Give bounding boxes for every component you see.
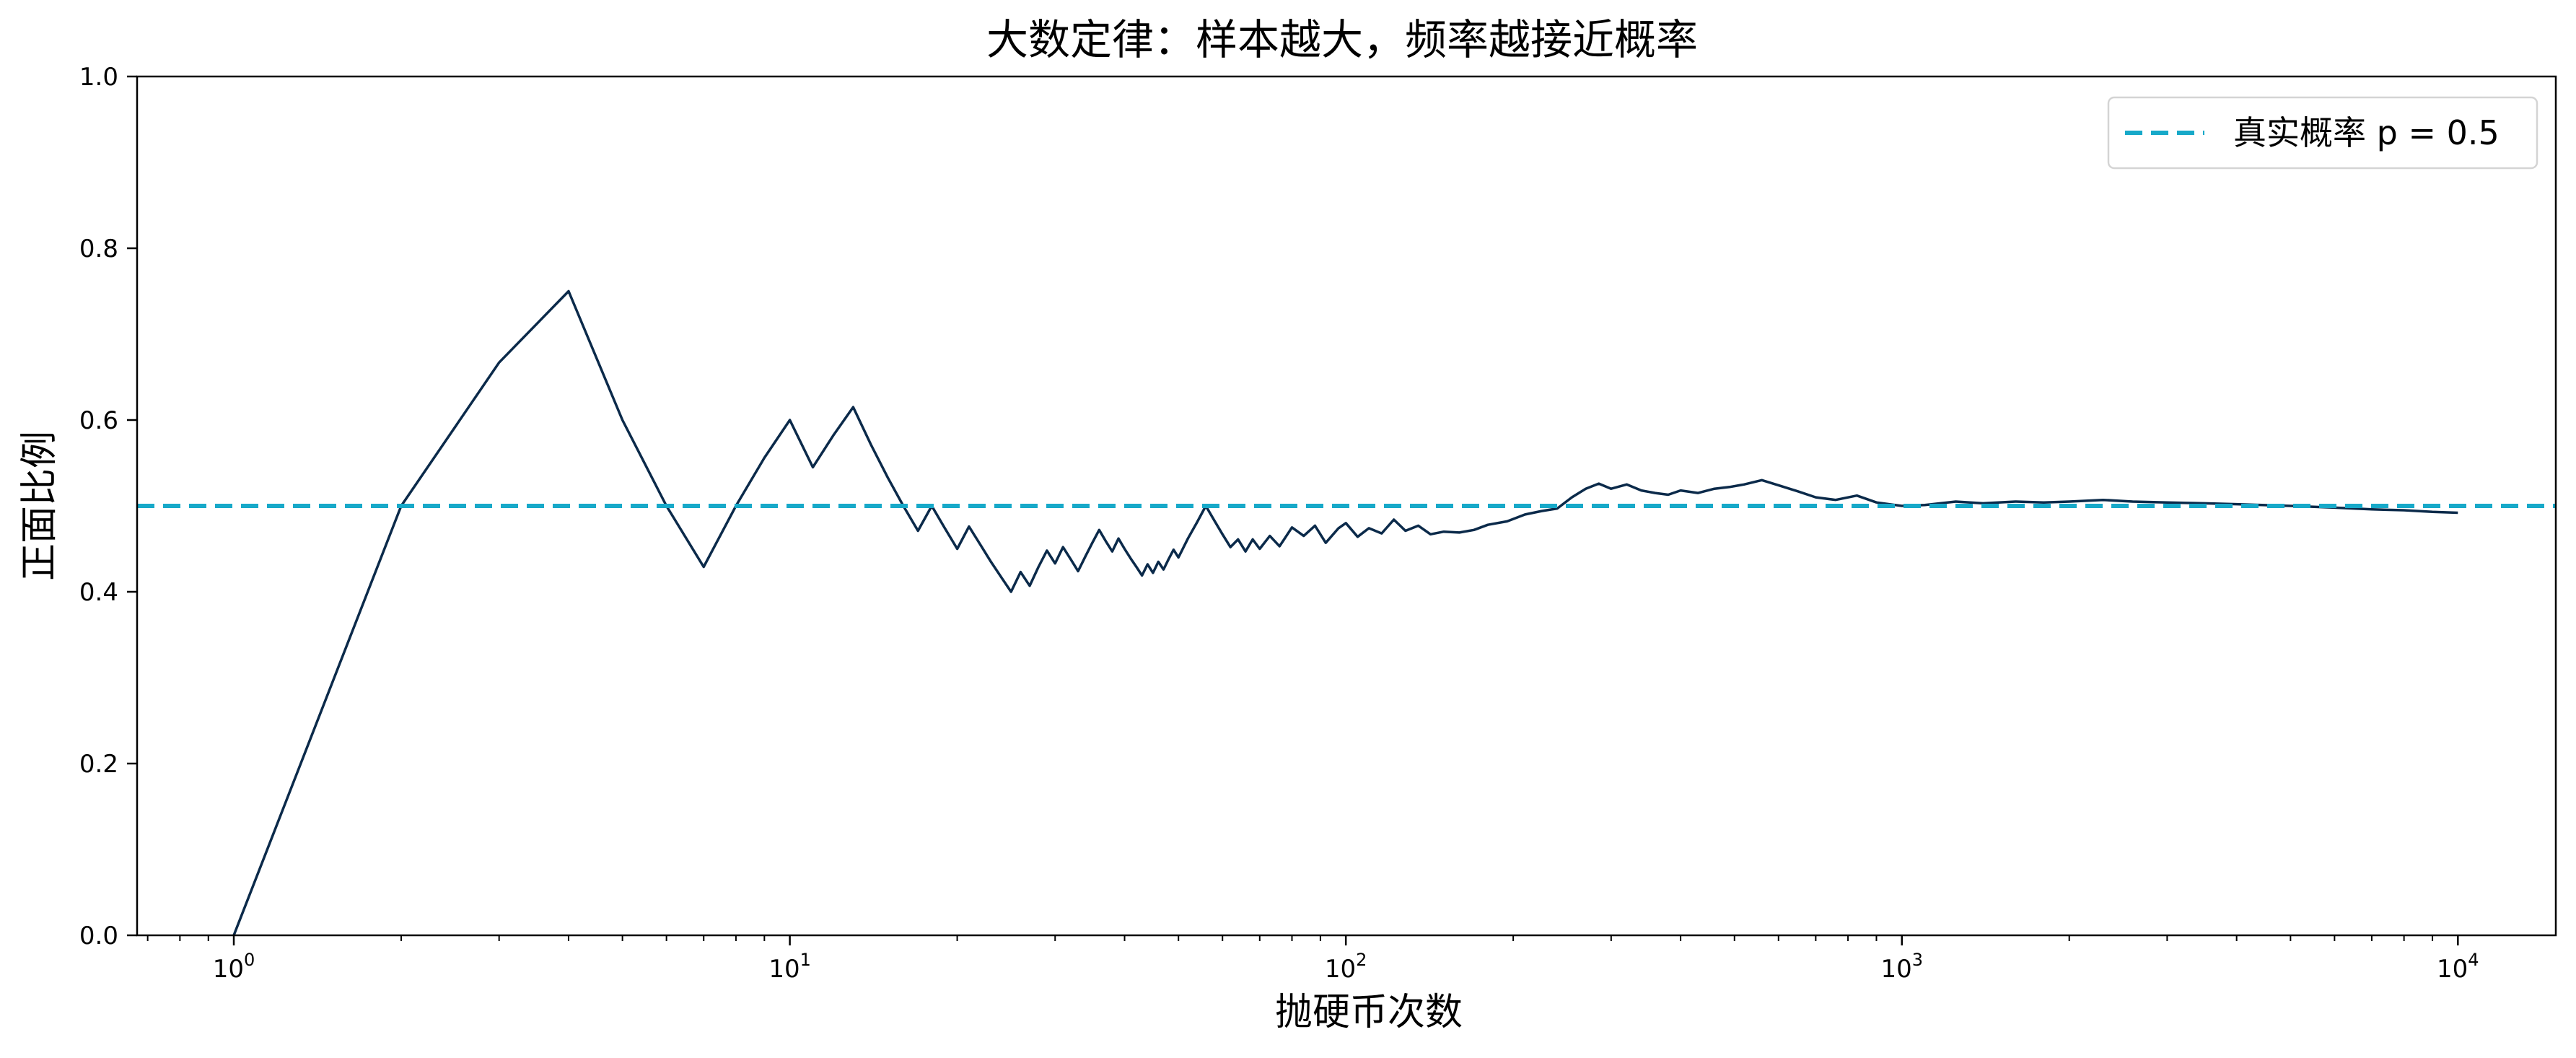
- x-tick-label: 103: [1880, 950, 1923, 984]
- x-tick-label: 104: [2437, 950, 2479, 984]
- legend-frame: [2107, 96, 2538, 170]
- y-axis-ticks: 0.0 0.2 0.4 0.6 0.8 1.0: [79, 63, 137, 950]
- y-tick-label: 0.4: [79, 578, 118, 607]
- data-layer: [137, 289, 2556, 936]
- chart-title: 大数定律：样本越大，频率越接近概率: [986, 15, 1698, 64]
- legend: 真实概率 p = 0.5: [2107, 96, 2538, 170]
- x-tick-label: 100: [213, 950, 255, 984]
- y-tick-label: 0.2: [79, 750, 118, 779]
- x-tick-label: 102: [1325, 950, 1367, 984]
- y-axis-label: 正面比例: [18, 431, 61, 581]
- x-axis-ticks: 100 101 102 103 104: [146, 935, 2479, 984]
- series-line-0: [232, 289, 2458, 936]
- y-tick-label: 0.0: [79, 922, 118, 950]
- y-tick-label: 0.6: [79, 406, 118, 435]
- y-tick-label: 0.8: [79, 235, 118, 263]
- x-tick-label: 101: [768, 950, 811, 984]
- legend-entry-label: 真实概率 p = 0.5: [2233, 113, 2500, 152]
- y-tick-label: 1.0: [79, 63, 118, 92]
- x-axis-label: 抛硬币次数: [1275, 991, 1463, 1034]
